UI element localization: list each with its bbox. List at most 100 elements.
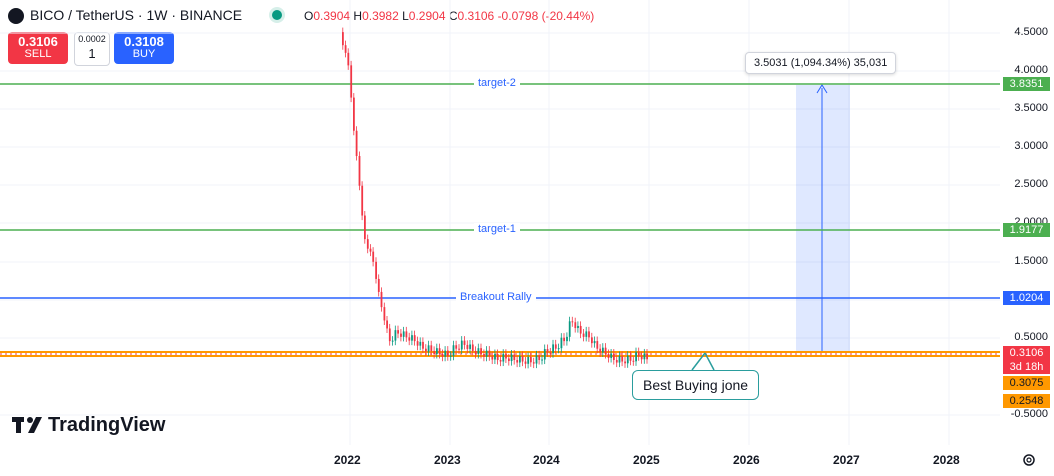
sell-button[interactable]: 0.3106 SELL (8, 32, 68, 64)
candle-body (402, 331, 405, 337)
high-value: 0.3982 (362, 9, 399, 23)
callout-pointer-right (704, 352, 715, 371)
buy-price: 0.3108 (124, 34, 164, 49)
time-axis-tick: 2024 (533, 453, 560, 467)
candle-body (640, 356, 643, 360)
callout-pointer-left (691, 352, 706, 371)
time-axis[interactable]: 2022 2023 2024 2025 2026 2027 2028 (0, 445, 1000, 476)
symbol-title[interactable]: BICO / TetherUS · 1W · BINANCE (30, 7, 243, 23)
close-label: C (448, 9, 458, 23)
candle-body (516, 360, 519, 363)
candle-body (626, 355, 629, 364)
symbol-logo-icon (8, 8, 24, 24)
candle-body (566, 336, 568, 342)
candle-body (342, 32, 344, 46)
time-axis-tick: 2028 (933, 453, 960, 467)
candle-body (405, 331, 408, 338)
target1-price-tag: 1.9177 (1003, 223, 1050, 237)
candle-body (629, 355, 632, 361)
candle-body (596, 341, 599, 349)
candle-body (344, 45, 347, 53)
measure-range-box[interactable] (796, 85, 850, 353)
candle-body (449, 355, 452, 357)
candle-body (380, 291, 383, 308)
time-axis-tick: 2025 (633, 453, 660, 467)
candle-body (532, 362, 535, 364)
buy-button[interactable]: 0.3108 BUY (114, 32, 174, 64)
candle-body (411, 335, 413, 341)
candle-body (527, 357, 530, 364)
time-axis-tick: 2027 (833, 453, 860, 467)
candle-body (543, 349, 546, 360)
price-axis-tick: 0.5000 (1014, 331, 1048, 343)
candle-body (466, 344, 469, 349)
candle-body (502, 353, 505, 362)
candle-body (574, 322, 577, 329)
time-axis-tick: 2026 (733, 453, 760, 467)
candle-body (585, 331, 588, 337)
low-label: L (402, 9, 409, 23)
brand-name: TradingView (48, 414, 166, 436)
price-axis[interactable]: 4.5000 4.0000 3.5000 3.0000 2.5000 2.0000 1.50… (1000, 0, 1054, 445)
candle-body (624, 361, 626, 364)
candle-body (602, 347, 604, 353)
candle-body (560, 337, 563, 349)
candle-body (413, 335, 416, 342)
time-axis-tick: 2022 (334, 453, 361, 467)
open-value: 0.3904 (313, 9, 351, 23)
candle-body (599, 348, 602, 353)
candle-body (568, 321, 571, 337)
price-chart[interactable] (0, 0, 1000, 445)
candle-body (375, 261, 377, 279)
candle-body (637, 352, 640, 357)
candle-body (632, 360, 635, 362)
candle-body (427, 345, 430, 352)
spread-value: 0.0002 (78, 34, 106, 44)
candle-body (474, 350, 477, 354)
candle-body (469, 344, 471, 349)
support-upper-price-tag: 0.3075 (1003, 376, 1050, 390)
candle-body (621, 356, 624, 362)
candle-body (483, 353, 485, 357)
candle-body (588, 331, 590, 338)
candle-body (557, 348, 560, 350)
price-axis-tick: 3.0000 (1014, 140, 1048, 152)
candle-body (563, 337, 565, 342)
candle-body (521, 356, 524, 362)
sell-label: SELL (24, 48, 52, 60)
candle-body (430, 345, 433, 351)
candle-body (452, 345, 455, 356)
change-value: -0.0798 (-20.44%) (497, 9, 595, 23)
candle-body (419, 341, 422, 346)
candle-body (552, 344, 554, 354)
candle-body (433, 350, 436, 354)
best-buying-callout[interactable]: Best Buying jone (632, 370, 760, 400)
target2-price-tag: 3.8351 (1003, 77, 1050, 91)
candle-body (535, 355, 538, 364)
candle-body (425, 348, 427, 352)
candle-body (582, 333, 585, 337)
candle-body (358, 156, 361, 186)
candle-body (613, 353, 615, 361)
candle-body (488, 350, 491, 357)
settings-gear-icon[interactable] (1022, 453, 1036, 467)
candle-body (355, 130, 358, 157)
candle-body (460, 340, 463, 350)
candle-body (408, 337, 411, 341)
candle-body (549, 352, 552, 354)
market-status-icon (272, 10, 282, 20)
price-axis-tick: 2.5000 (1014, 178, 1048, 190)
candle-body (541, 359, 543, 361)
candle-body (604, 347, 607, 354)
breakout-label: Breakout Rally (456, 291, 536, 303)
candle-body (394, 330, 397, 341)
candle-body (577, 325, 579, 329)
candle-body (441, 353, 444, 357)
candle-body (513, 354, 516, 361)
time-axis-tick: 2023 (434, 453, 461, 467)
candle-body (571, 321, 574, 323)
current-price-tag: 0.3106 (1003, 346, 1050, 360)
candle-body (372, 251, 375, 262)
measure-info-box: 3.5031 (1,094.34%) 35,031 (745, 52, 897, 74)
open-label: O (304, 9, 314, 23)
